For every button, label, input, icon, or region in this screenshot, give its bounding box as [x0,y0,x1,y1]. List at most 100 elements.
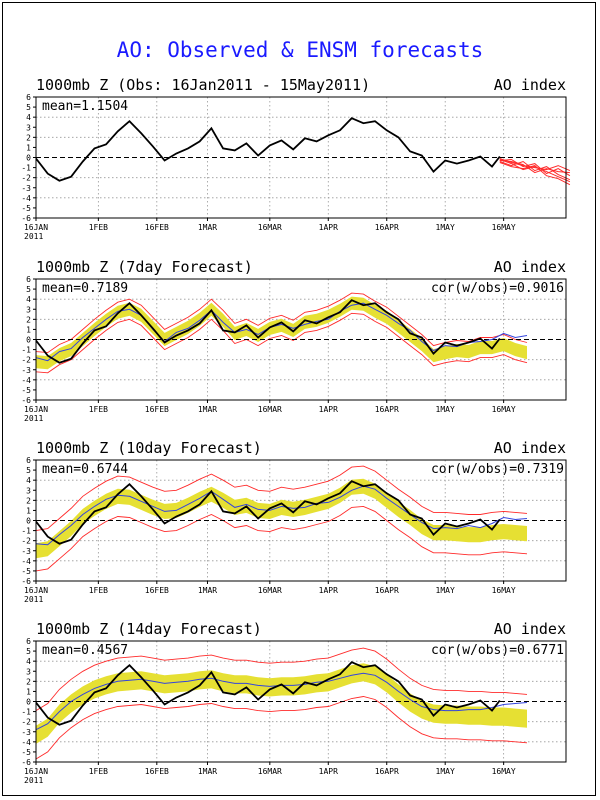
y-tick-label: -1 [21,164,31,173]
x-tick-label: 16MAR [258,767,282,776]
mean-stat-label: mean=0.4567 [42,643,128,658]
x-tick-label: 16MAY [492,223,516,232]
y-tick-label: 2 [26,677,31,686]
year-label: 2011 [24,776,43,785]
mean-stat-label: mean=0.6744 [42,462,128,477]
y-tick-label: 6 [26,275,31,284]
y-tick-label: 4 [26,476,31,485]
figure-title: AO: Observed & ENSM forecasts [116,38,484,62]
y-tick-label: 0 [26,336,31,345]
ensemble-envelope-lower [35,312,528,374]
x-tick-label: 16FEB [145,586,169,595]
y-tick-label: -5 [21,748,31,757]
x-tick-label: 16APR [375,405,399,414]
ensemble-member-line [499,160,571,181]
y-tick-label: -4 [21,557,31,566]
ensemble-envelope-upper [35,465,528,532]
y-tick-label: -4 [21,738,31,747]
x-tick-label: 1APR [319,767,338,776]
x-tick-label: 16MAR [258,405,282,414]
x-tick-label: 16JAN [24,767,48,776]
year-label: 2011 [24,414,43,423]
x-tick-label: 16APR [375,767,399,776]
forecast-mean-line [35,302,528,362]
observed-ao-line [35,661,501,726]
correlation-stat-label: cor(w/obs)=0.6771 [431,643,564,658]
x-tick-label: 16APR [375,586,399,595]
y-tick-label: -4 [21,194,31,203]
x-tick-label: 16MAY [492,767,516,776]
y-tick-label: 4 [26,113,31,122]
x-tick-label: 1MAY [436,223,455,232]
y-tick-label: 2 [26,496,31,505]
y-tick-label: 1 [26,143,31,152]
observed-ao-line [35,299,501,364]
y-tick-label: -5 [21,386,31,395]
y-tick-label: 3 [26,123,31,132]
y-tick-label: -1 [21,346,31,355]
y-tick-label: -3 [21,728,31,737]
y-tick-label: -6 [21,214,31,223]
observed-ao-line [35,117,501,182]
x-tick-label: 16JAN [24,586,48,595]
y-tick-label: -6 [21,577,31,586]
panel-left-title: 1000mb Z (14day Forecast) [36,620,262,638]
panel-right-title: AO index [494,439,566,457]
y-tick-label: 3 [26,667,31,676]
y-tick-label: 0 [26,154,31,163]
panel-right-title: AO index [494,258,566,276]
x-tick-label: 1FEB [89,405,108,414]
y-tick-label: -2 [21,718,31,727]
x-tick-label: 1MAR [198,767,217,776]
y-tick-label: 5 [26,647,31,656]
y-tick-label: 0 [26,698,31,707]
x-tick-label: 16MAR [258,586,282,595]
x-tick-label: 1MAR [198,405,217,414]
panel-left-title: 1000mb Z (10day Forecast) [36,439,262,457]
mean-stat-label: mean=0.7189 [42,281,128,296]
x-tick-label: 1FEB [89,586,108,595]
y-tick-label: -6 [21,758,31,767]
y-tick-label: 4 [26,295,31,304]
x-tick-label: 16MAY [492,405,516,414]
correlation-stat-label: cor(w/obs)=0.7319 [431,462,564,477]
x-tick-label: 1MAY [436,767,455,776]
year-label: 2011 [24,595,43,604]
panel-left-title: 1000mb Z (Obs: 16Jan2011 - 15May2011) [36,76,370,94]
y-tick-label: -4 [21,376,31,385]
y-tick-label: 1 [26,687,31,696]
panel-right-title: AO index [494,620,566,638]
ensemble-member-line [499,158,571,177]
x-tick-label: 16MAR [258,223,282,232]
x-tick-label: 16FEB [145,767,169,776]
y-tick-label: 6 [26,456,31,465]
x-tick-label: 1FEB [89,223,108,232]
y-tick-label: 6 [26,637,31,646]
x-tick-label: 1MAY [436,405,455,414]
y-tick-label: -3 [21,547,31,556]
ensemble-member-line [499,162,571,186]
x-tick-label: 16FEB [145,223,169,232]
x-tick-label: 16APR [375,223,399,232]
y-tick-label: 1 [26,325,31,334]
y-tick-label: -5 [21,567,31,576]
y-tick-label: 1 [26,506,31,515]
y-tick-label: 5 [26,466,31,475]
y-tick-label: -6 [21,396,31,405]
x-tick-label: 1FEB [89,767,108,776]
x-tick-label: 16JAN [24,405,48,414]
y-tick-label: -2 [21,174,31,183]
panel-right-title: AO index [494,76,566,94]
y-tick-label: 5 [26,285,31,294]
x-tick-label: 16FEB [145,405,169,414]
y-tick-label: -5 [21,204,31,213]
x-tick-label: 1APR [319,586,338,595]
x-tick-label: 1MAY [436,586,455,595]
x-tick-label: 16MAY [492,586,516,595]
ensemble-envelope-lower [35,696,528,760]
y-tick-label: -3 [21,366,31,375]
correlation-stat-label: cor(w/obs)=0.9016 [431,281,564,296]
ensemble-spread-band [36,663,527,744]
